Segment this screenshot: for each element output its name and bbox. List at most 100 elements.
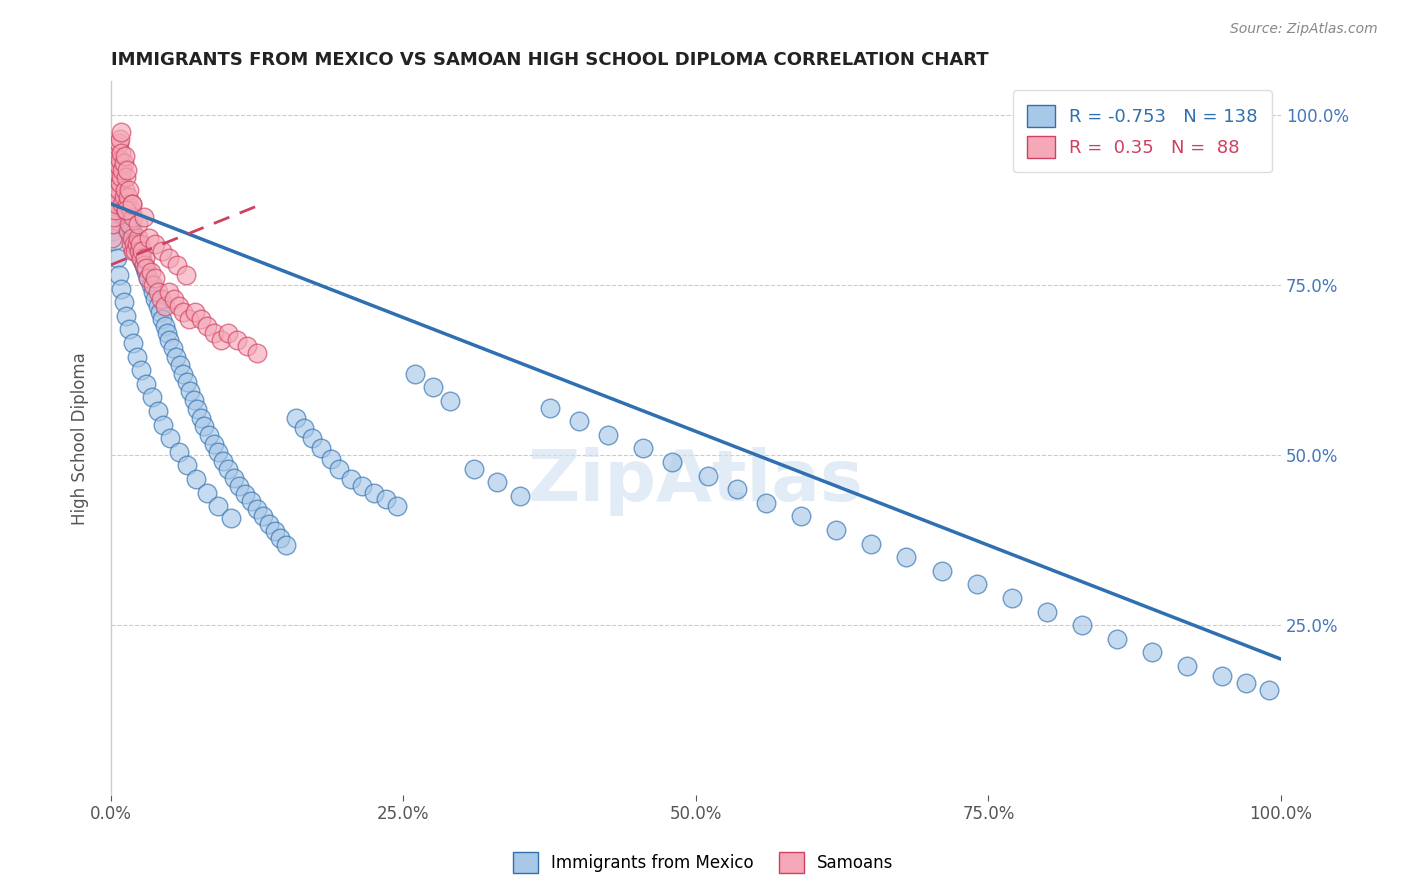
Point (112, 200, 135, 214)
Point (142, 278, 165, 293)
Point (121, 230, 143, 244)
Point (183, 393, 205, 408)
Point (115, 196, 138, 211)
Point (107, 166, 129, 180)
Point (108, 159, 131, 173)
Point (387, 499, 409, 513)
Point (269, 531, 291, 545)
Point (207, 445, 229, 459)
Point (186, 472, 208, 486)
Point (292, 421, 315, 435)
Point (169, 359, 191, 373)
Point (143, 237, 166, 252)
Point (860, 536, 883, 550)
Point (146, 404, 169, 418)
Point (1211, 669, 1233, 683)
Point (136, 271, 159, 285)
Point (352, 479, 374, 493)
Point (263, 524, 285, 539)
Point (156, 326, 179, 340)
Point (112, 156, 135, 170)
Point (141, 391, 163, 405)
Point (120, 237, 142, 252)
Point (132, 211, 155, 225)
Point (246, 346, 269, 360)
Point (110, 194, 132, 208)
Point (104, 203, 127, 218)
Point (195, 485, 218, 500)
Point (110, 203, 132, 218)
Point (463, 462, 485, 476)
Point (108, 132, 131, 146)
Point (157, 333, 180, 347)
Point (131, 254, 153, 268)
Point (217, 462, 239, 476)
Point (101, 217, 124, 231)
Point (103, 169, 125, 184)
Point (104, 186, 127, 201)
Point (311, 442, 333, 456)
Point (439, 393, 461, 408)
Point (122, 244, 145, 259)
Point (107, 183, 129, 197)
Point (121, 224, 143, 238)
Point (153, 319, 176, 334)
Legend: Immigrants from Mexico, Samoans: Immigrants from Mexico, Samoans (506, 846, 900, 880)
Point (111, 162, 134, 177)
Y-axis label: High School Diploma: High School Diploma (72, 351, 89, 524)
Point (202, 326, 225, 340)
Point (103, 142, 125, 156)
Point (374, 492, 396, 507)
Point (150, 292, 173, 306)
Point (186, 401, 208, 416)
Point (174, 268, 197, 282)
Point (111, 207, 134, 221)
Point (162, 341, 184, 355)
Point (363, 485, 385, 500)
Point (139, 278, 162, 293)
Point (103, 234, 125, 248)
Text: Source: ZipAtlas.com: Source: ZipAtlas.com (1230, 22, 1378, 37)
Point (101, 230, 124, 244)
Point (108, 183, 131, 197)
Point (142, 285, 165, 299)
Point (931, 564, 953, 578)
Point (121, 196, 143, 211)
Point (509, 489, 531, 503)
Point (1001, 591, 1024, 605)
Point (105, 190, 128, 204)
Point (190, 410, 212, 425)
Point (176, 376, 198, 390)
Point (118, 217, 141, 231)
Point (233, 487, 256, 501)
Point (125, 237, 148, 252)
Point (176, 458, 198, 473)
Point (167, 445, 190, 459)
Point (115, 162, 138, 177)
Point (631, 442, 654, 456)
Point (120, 203, 142, 218)
Point (135, 376, 157, 391)
Point (301, 431, 323, 445)
Point (339, 472, 361, 486)
Point (115, 203, 138, 218)
Point (104, 179, 127, 194)
Point (115, 203, 138, 218)
Point (755, 496, 778, 510)
Point (157, 251, 180, 265)
Point (114, 149, 136, 163)
Point (129, 237, 152, 252)
Point (107, 194, 129, 208)
Point (1036, 605, 1059, 619)
Point (115, 169, 138, 184)
Point (134, 261, 156, 276)
Point (222, 470, 245, 484)
Point (129, 251, 152, 265)
Point (101, 162, 124, 177)
Point (138, 230, 160, 244)
Point (207, 499, 229, 513)
Point (105, 251, 128, 265)
Point (125, 237, 148, 252)
Point (107, 190, 129, 204)
Point (108, 268, 131, 282)
